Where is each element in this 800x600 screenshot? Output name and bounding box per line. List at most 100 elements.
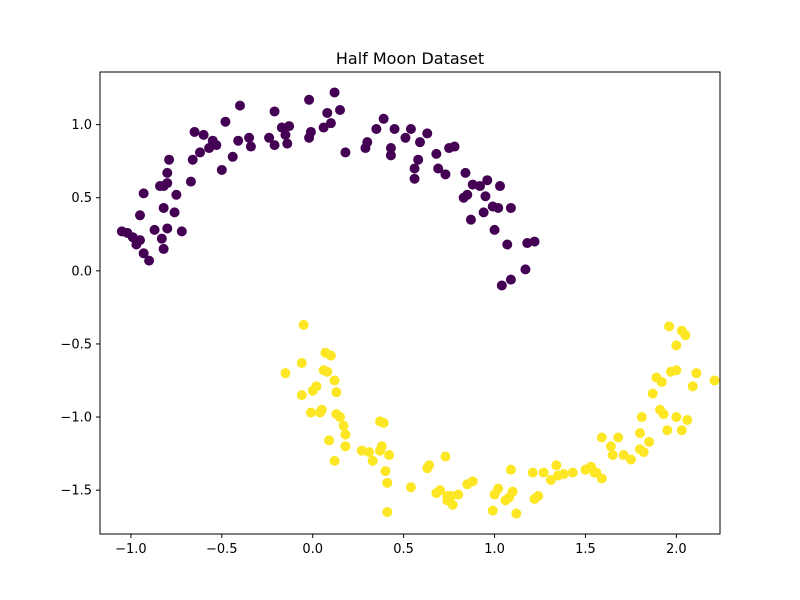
data-point bbox=[405, 482, 416, 493]
data-point bbox=[385, 150, 396, 161]
data-point bbox=[607, 450, 618, 461]
data-point bbox=[449, 141, 460, 152]
data-point bbox=[647, 388, 658, 399]
data-point bbox=[520, 264, 531, 275]
x-tick-label: 2.0 bbox=[666, 542, 687, 557]
data-point bbox=[380, 466, 391, 477]
data-point bbox=[465, 214, 476, 225]
x-tick-label: 0.5 bbox=[393, 542, 414, 557]
data-point bbox=[227, 151, 238, 162]
data-point bbox=[671, 340, 682, 351]
data-point bbox=[662, 425, 673, 436]
data-point bbox=[340, 441, 351, 452]
data-point bbox=[331, 387, 342, 398]
data-point bbox=[551, 460, 562, 471]
data-point bbox=[709, 375, 720, 386]
data-point bbox=[335, 105, 345, 116]
data-point bbox=[656, 376, 667, 387]
data-point bbox=[625, 454, 636, 465]
data-point bbox=[335, 412, 345, 423]
data-point bbox=[284, 121, 295, 132]
data-point bbox=[362, 137, 373, 148]
data-point bbox=[502, 239, 513, 250]
chart-title: Half Moon Dataset bbox=[336, 49, 484, 68]
data-point bbox=[367, 455, 378, 466]
data-point bbox=[495, 181, 505, 192]
data-point bbox=[409, 173, 420, 184]
x-tick-label: 1.5 bbox=[575, 542, 596, 557]
data-point bbox=[162, 167, 173, 178]
data-point bbox=[409, 163, 420, 174]
data-point bbox=[338, 420, 349, 431]
data-point bbox=[135, 235, 145, 246]
data-point bbox=[405, 124, 416, 135]
y-tick-label: 0.5 bbox=[71, 191, 92, 206]
data-point bbox=[233, 135, 244, 146]
data-point bbox=[507, 486, 518, 497]
y-tick-label: −0.5 bbox=[60, 337, 92, 352]
data-point bbox=[644, 436, 655, 447]
data-point bbox=[235, 100, 245, 111]
data-point bbox=[435, 485, 445, 496]
data-point bbox=[605, 441, 616, 452]
data-point bbox=[400, 132, 411, 143]
data-point bbox=[156, 233, 167, 244]
data-point bbox=[558, 469, 569, 480]
data-point bbox=[505, 202, 516, 213]
data-point bbox=[487, 505, 498, 516]
data-point bbox=[618, 450, 629, 461]
data-point bbox=[149, 224, 160, 235]
data-point bbox=[325, 350, 336, 361]
data-point bbox=[144, 255, 155, 266]
data-point bbox=[691, 368, 702, 379]
data-point bbox=[304, 94, 315, 105]
data-point bbox=[162, 178, 173, 189]
data-point bbox=[185, 176, 196, 187]
x-tick-label: 1.0 bbox=[484, 542, 505, 557]
data-point bbox=[636, 412, 647, 423]
data-point bbox=[269, 106, 280, 117]
data-point bbox=[385, 143, 396, 154]
data-point bbox=[433, 163, 444, 174]
data-point bbox=[189, 126, 200, 137]
data-point bbox=[440, 451, 451, 462]
data-point bbox=[138, 188, 149, 199]
data-point bbox=[322, 366, 333, 377]
data-point bbox=[413, 154, 424, 165]
points-layer bbox=[116, 87, 720, 519]
data-point bbox=[475, 181, 485, 192]
data-point bbox=[415, 137, 425, 148]
data-point bbox=[567, 467, 578, 478]
x-axis: −1.0 −0.5 0.0 0.5 1.0 1.5 2.0 bbox=[115, 534, 687, 557]
data-point bbox=[329, 375, 340, 386]
data-point bbox=[296, 357, 307, 368]
data-point bbox=[164, 154, 175, 165]
data-point bbox=[171, 189, 182, 200]
data-point bbox=[527, 467, 538, 478]
data-point bbox=[384, 450, 395, 461]
x-tick-label: 0.0 bbox=[302, 542, 323, 557]
data-point bbox=[364, 447, 375, 458]
data-point bbox=[545, 474, 556, 485]
data-point bbox=[482, 175, 493, 186]
data-point bbox=[389, 124, 400, 135]
y-tick-label: 1.0 bbox=[71, 118, 92, 133]
data-point bbox=[245, 141, 256, 152]
data-point bbox=[378, 113, 389, 124]
data-point bbox=[596, 473, 607, 484]
data-point bbox=[533, 490, 544, 501]
y-axis: −1.5 −1.0 −0.5 0.0 0.5 1.0 bbox=[60, 118, 100, 499]
data-point bbox=[431, 148, 442, 159]
data-point bbox=[264, 132, 275, 143]
data-point bbox=[496, 280, 507, 291]
data-point bbox=[138, 248, 149, 259]
data-point bbox=[478, 207, 489, 218]
data-point bbox=[493, 483, 504, 494]
data-point bbox=[162, 223, 173, 234]
data-point bbox=[447, 499, 458, 510]
data-point bbox=[371, 124, 382, 135]
data-point bbox=[216, 164, 227, 175]
data-point bbox=[280, 368, 291, 379]
data-point bbox=[467, 476, 478, 487]
